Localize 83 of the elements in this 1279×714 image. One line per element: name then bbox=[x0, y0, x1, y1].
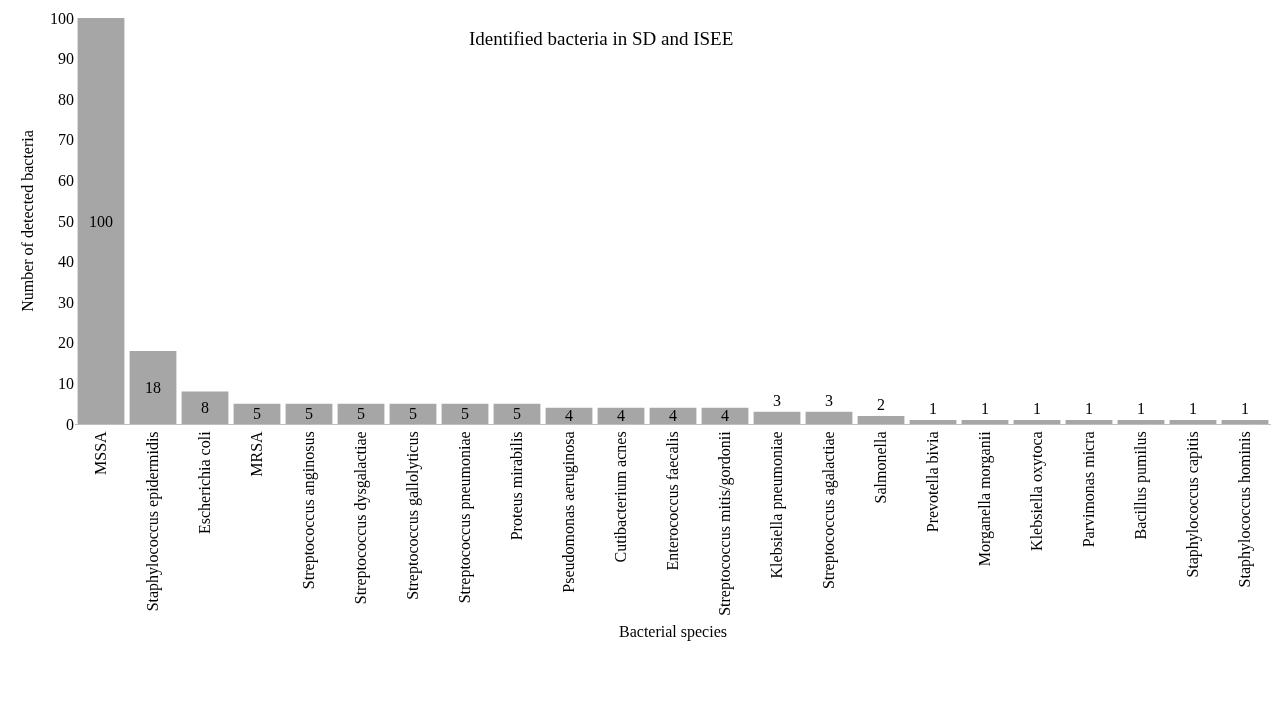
data-label: 1 bbox=[1085, 399, 1093, 417]
bar bbox=[441, 403, 489, 424]
y-tick-label: 0 bbox=[66, 415, 74, 433]
data-label: 3 bbox=[773, 391, 781, 409]
bar bbox=[285, 403, 333, 424]
data-label: 5 bbox=[461, 405, 469, 423]
y-tick-label: 60 bbox=[58, 172, 74, 189]
x-tick-label: Prevotella bivia bbox=[924, 431, 942, 533]
bar bbox=[1013, 419, 1061, 424]
data-label: 1 bbox=[1033, 399, 1041, 417]
bar bbox=[389, 403, 437, 424]
x-tick-label: Cutibacterium acnes bbox=[612, 431, 630, 563]
bar bbox=[1117, 419, 1165, 424]
data-label: 1 bbox=[929, 399, 937, 417]
x-tick-label: Streptococcus agalactiae bbox=[820, 431, 839, 590]
x-tick-label: Klebsiella pneumoniae bbox=[768, 431, 787, 579]
data-label: 4 bbox=[669, 407, 677, 425]
x-tick-label: Parvimonas micra bbox=[1080, 431, 1098, 548]
x-tick-label: Staphylococcus hominis bbox=[1236, 431, 1255, 588]
x-tick-label: Streptococcus anginosus bbox=[300, 431, 319, 590]
y-tick-label: 100 bbox=[50, 9, 74, 27]
x-tick-label: Proteus mirabilis bbox=[508, 431, 526, 541]
bar bbox=[649, 407, 697, 424]
x-tick-label: Enterococcus faecalis bbox=[664, 431, 682, 571]
bar bbox=[337, 403, 385, 424]
bar bbox=[1221, 419, 1269, 424]
y-axis-title: Number of detected bacteria bbox=[19, 130, 36, 312]
data-label: 18 bbox=[145, 378, 161, 396]
bar bbox=[597, 407, 645, 424]
x-tick-label: Klebsiella oxytoca bbox=[1028, 431, 1047, 551]
bar bbox=[545, 407, 593, 424]
x-tick-label: MRSA bbox=[248, 430, 266, 477]
data-label: 8 bbox=[201, 399, 209, 417]
x-tick-label: Streptococcus dysgalactiae bbox=[352, 431, 371, 605]
data-label: 1 bbox=[1137, 399, 1145, 417]
x-tick-label: Pseudomonas aeruginosa bbox=[560, 431, 579, 593]
data-label: 4 bbox=[617, 407, 625, 425]
y-tick-label: 80 bbox=[58, 90, 74, 108]
data-label: 1 bbox=[1241, 399, 1249, 417]
data-label: 5 bbox=[513, 405, 521, 423]
bar bbox=[753, 411, 801, 424]
x-tick-label: Streptococcus gallolyticus bbox=[404, 431, 423, 600]
text: Identified bacteria in SD and ISEE bbox=[468, 28, 734, 50]
y-tick-label: 20 bbox=[58, 334, 74, 352]
bar bbox=[129, 350, 177, 424]
bar bbox=[181, 391, 229, 424]
y-tick-label: 90 bbox=[58, 50, 74, 68]
bar bbox=[1065, 419, 1113, 424]
bar bbox=[1169, 419, 1217, 424]
x-tick-label: Staphylococcus capitis bbox=[1184, 431, 1203, 578]
x-tick-label: Streptococcus pneumoniae bbox=[456, 431, 475, 604]
x-tick-label: Morganella morganii bbox=[976, 430, 995, 567]
y-tick-label: 50 bbox=[58, 212, 74, 230]
bar bbox=[805, 411, 853, 424]
x-tick-label: Bacillus pumilus bbox=[1132, 431, 1151, 540]
x-tick-label: Escherichia coli bbox=[196, 430, 214, 535]
data-label: 2 bbox=[877, 395, 885, 413]
x-axis-title: Bacterial species bbox=[619, 622, 727, 641]
x-tick-label: Staphylococcus epidermidis bbox=[144, 431, 163, 612]
data-label: 5 bbox=[253, 405, 261, 423]
data-label: 1 bbox=[981, 399, 989, 417]
data-label: 4 bbox=[721, 407, 729, 425]
data-label: 1 bbox=[1189, 399, 1197, 417]
data-label: 5 bbox=[357, 405, 365, 423]
x-tick-label: Streptococcus mitis/gordonii bbox=[716, 430, 735, 616]
data-label: 5 bbox=[409, 405, 417, 423]
bar bbox=[701, 407, 749, 424]
data-label: 5 bbox=[305, 405, 313, 423]
data-label: 100 bbox=[89, 212, 113, 230]
data-label: 3 bbox=[825, 391, 833, 409]
data-label: 4 bbox=[565, 407, 573, 425]
bar bbox=[493, 403, 541, 424]
y-tick-label: 40 bbox=[58, 253, 74, 271]
bar bbox=[909, 419, 957, 424]
bar bbox=[857, 415, 905, 424]
x-tick-label: MSSA bbox=[92, 430, 110, 475]
bar bbox=[961, 419, 1009, 424]
y-tick-label: 70 bbox=[58, 131, 74, 149]
y-tick-label: 10 bbox=[58, 375, 74, 392]
x-tick-label: Salmonella bbox=[872, 431, 890, 504]
y-tick-label: 30 bbox=[58, 293, 74, 311]
bar bbox=[233, 403, 281, 424]
bar bbox=[77, 18, 125, 424]
